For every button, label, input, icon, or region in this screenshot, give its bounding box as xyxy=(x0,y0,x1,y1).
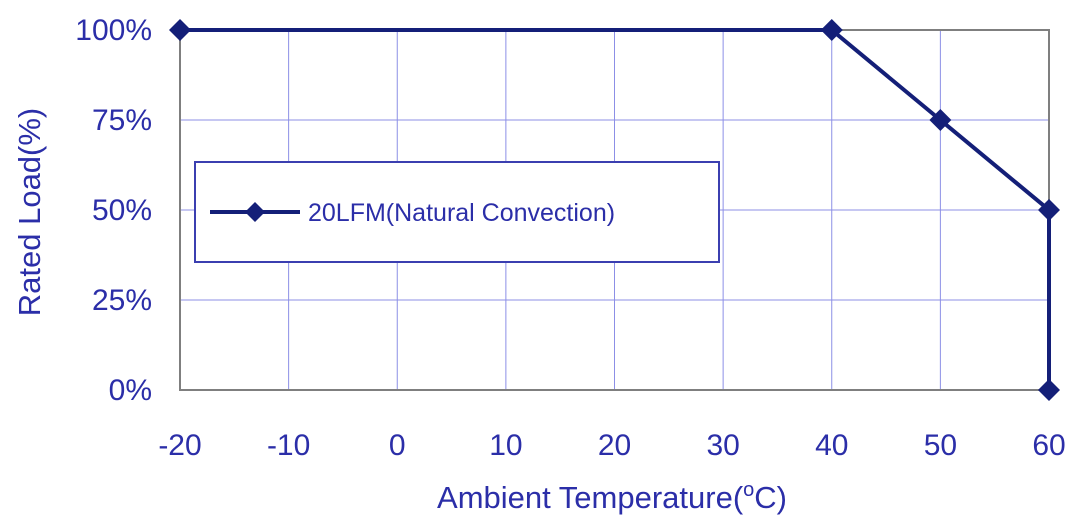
legend-marker xyxy=(245,202,265,222)
x-tick-label: -10 xyxy=(267,429,310,462)
y-tick-label: 75% xyxy=(92,104,152,137)
y-tick-label: 25% xyxy=(92,284,152,317)
x-tick-label: 50 xyxy=(924,429,957,462)
data-point-marker xyxy=(1038,199,1060,221)
x-tick-label: -20 xyxy=(158,429,201,462)
x-axis-title: Ambient Temperature(oC) xyxy=(437,479,787,515)
x-tick-label: 30 xyxy=(706,429,739,462)
x-tick-label: 10 xyxy=(489,429,522,462)
data-point-marker xyxy=(820,19,843,41)
y-axis-title: Rated Load(%) xyxy=(12,108,47,317)
legend: 20LFM(Natural Convection) xyxy=(194,161,720,263)
data-point-marker xyxy=(1038,379,1060,401)
data-point-marker xyxy=(169,19,191,41)
y-axis-ticks: 0% 25% 50% 75% 100% xyxy=(75,14,152,407)
x-tick-label: 0 xyxy=(389,429,406,462)
x-tick-label: 20 xyxy=(598,429,631,462)
x-tick-label: 60 xyxy=(1032,429,1065,462)
series-20lfm xyxy=(169,19,1060,401)
y-tick-label: 0% xyxy=(109,374,152,407)
y-tick-label: 50% xyxy=(92,194,152,227)
x-tick-label: 40 xyxy=(815,429,848,462)
y-tick-label: 100% xyxy=(75,14,152,47)
data-point-marker xyxy=(929,109,952,131)
legend-label-20lfm: 20LFM(Natural Convection) xyxy=(308,199,615,227)
x-axis-ticks: -20 -10 0 10 20 30 40 50 60 xyxy=(158,429,1065,462)
